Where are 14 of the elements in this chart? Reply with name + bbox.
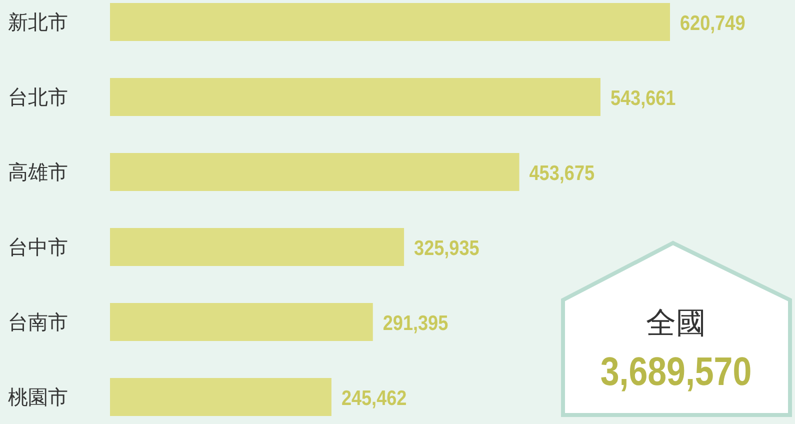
- y-tick-label: 桃園市: [8, 385, 68, 409]
- data-label: 325,935: [414, 236, 480, 260]
- data-label: 453,675: [529, 162, 595, 186]
- y-tick-label: 台北市: [8, 85, 68, 109]
- data-label: 245,462: [341, 386, 407, 410]
- data-label: 291,395: [382, 312, 448, 336]
- y-tick-label: 台中市: [8, 235, 68, 259]
- y-tick-label: 新北市: [8, 10, 68, 34]
- data-label: 543,661: [610, 86, 676, 110]
- annotation: 3,689,570: [600, 348, 752, 394]
- data-label: 620,749: [680, 12, 746, 36]
- y-tick-label: 台南市: [8, 310, 68, 334]
- y-tick-label: 高雄市: [8, 160, 68, 184]
- annotation: 全國: [646, 306, 706, 341]
